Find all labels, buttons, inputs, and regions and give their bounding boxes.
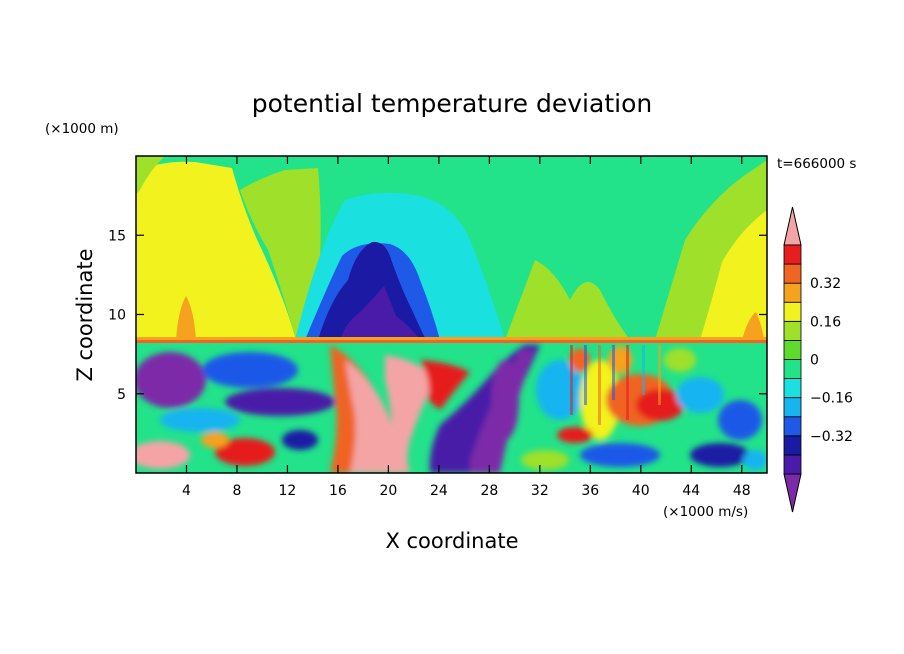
colorbar-bottom-arrow (783, 473, 802, 513)
colorbar-swatch (783, 359, 802, 379)
colorbar-tick-label: 0.16 (810, 314, 841, 330)
x-axis-label: X coordinate (385, 529, 518, 553)
y-axis-label: Z coordinate (73, 248, 97, 381)
field-purple-band (340, 286, 420, 340)
x-tick-label: 24 (430, 483, 448, 499)
colorbar-tick-label: −0.32 (810, 429, 853, 445)
wave-stripes (570, 345, 661, 425)
colorbar-swatch (783, 301, 802, 322)
field-yellow-left (136, 161, 296, 340)
colorbar-tick-label: −0.16 (810, 391, 853, 407)
x-tick-label: 36 (581, 483, 599, 499)
y-axis-ticks: 5 10 15 (108, 228, 767, 403)
colorbar-swatch (783, 416, 802, 437)
x-tick-label: 44 (682, 483, 700, 499)
y-tick-label: 15 (108, 228, 126, 244)
colorbar-top-arrow (783, 206, 802, 246)
colorbar-swatch (783, 378, 802, 399)
colorbar-swatch (783, 340, 802, 360)
colorbar-tick-label: 0 (810, 353, 819, 369)
x-axis-ticks: 4 8 12 16 20 24 28 32 36 40 44 48 (182, 156, 751, 499)
field-light-green-left2 (240, 168, 321, 340)
x-tick-label: 16 (329, 483, 347, 499)
field-orange-right (742, 312, 764, 340)
colorbar-swatch (783, 282, 802, 303)
x-unit-label: (×1000 m/s) (663, 504, 748, 520)
chart-title: potential temperature deviation (252, 89, 652, 118)
x-tick-label: 48 (733, 483, 751, 499)
x-tick-label: 20 (379, 483, 397, 499)
colorbar-swatch (783, 244, 802, 265)
y-tick-label: 5 (117, 387, 126, 403)
field-navy-dome (318, 241, 426, 340)
colorbar-swatch (783, 320, 802, 341)
colorbar-swatch (783, 263, 802, 284)
y-unit-label: (×1000 m) (45, 121, 119, 137)
time-label: t=666000 s (777, 156, 856, 172)
x-tick-label: 28 (480, 483, 498, 499)
y-tick-label: 10 (108, 308, 126, 324)
colorbar: 0.32 0.16 0 −0.16 −0.32 (783, 206, 853, 513)
x-tick-label: 40 (632, 483, 650, 499)
field-yellow-right (700, 210, 767, 340)
colorbar-tick-label: 0.32 (810, 276, 841, 292)
colorbar-swatch (783, 454, 802, 475)
x-tick-label: 4 (182, 483, 191, 499)
tropopause-red (136, 340, 767, 343)
field-orange-left (176, 296, 196, 340)
field-light-green-left (136, 156, 165, 195)
colorbar-swatch (783, 435, 802, 456)
x-tick-label: 32 (531, 483, 549, 499)
plot-area (136, 156, 767, 473)
field-light-green-mid (505, 260, 630, 340)
x-tick-label: 12 (279, 483, 297, 499)
tropopause-orange (136, 337, 767, 341)
x-tick-label: 8 (232, 483, 241, 499)
colorbar-swatch (783, 397, 802, 418)
